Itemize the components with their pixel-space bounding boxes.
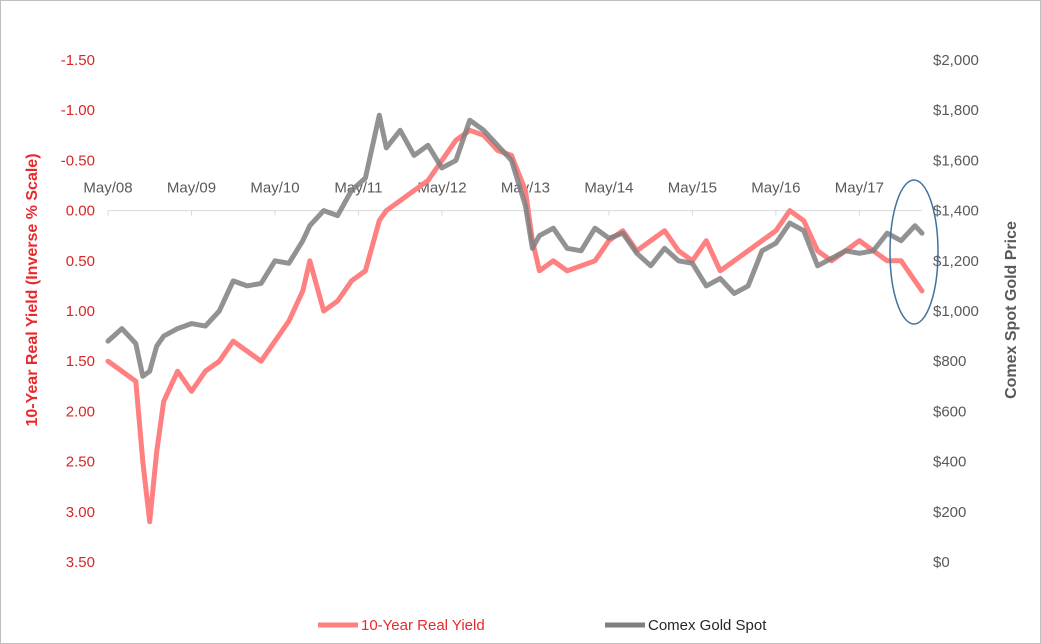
right-tick-label: $1,800 [933,102,979,119]
left-tick-label: 1.00 [66,303,95,320]
right-tick-label: $0 [933,554,950,571]
left-axis-title: 10-Year Real Yield (Inverse % Scale) [24,153,41,426]
left-tick-label: -1.00 [61,102,95,119]
left-tick-label: 2.50 [66,454,95,471]
right-tick-label: $200 [933,504,966,521]
x-tick-label: May/12 [417,180,466,197]
x-tick-label: May/17 [835,180,884,197]
right-axis-title: Comex Spot Gold Price [1003,221,1020,399]
series-layer [105,112,925,525]
left-tick-label: 1.50 [66,353,95,370]
left-tick-label: 3.00 [66,504,95,521]
series-line-gold [105,112,925,379]
x-tick-label: May/08 [83,180,132,197]
x-tick-label: May/09 [167,180,216,197]
left-tick-label: 2.00 [66,403,95,420]
right-tick-label: $1,000 [933,303,979,320]
right-tick-label: $800 [933,353,966,370]
right-axis-ticks: $2,000 $1,800 $1,600 $1,400 $1,200 $1,000 $800… [933,52,979,571]
x-tick-label: May/16 [751,180,800,197]
x-tick-label: May/11 [334,180,382,197]
right-tick-label: $1,600 [933,152,979,169]
right-tick-label: $2,000 [933,52,979,69]
left-tick-label: 0.00 [66,203,95,220]
legend-label-gold: Comex Gold Spot [648,617,767,634]
left-tick-label: 3.50 [66,554,95,571]
x-tick-label: May/14 [584,180,633,197]
legend: 10-Year Real Yield Comex Gold Spot [318,617,767,634]
x-axis: May/08 May/09 May/10 May/11 May/12 May/13 May/… [83,180,922,216]
legend-label-real-yield: 10-Year Real Yield [361,617,485,634]
right-tick-label: $1,200 [933,253,979,270]
right-tick-label: $600 [933,403,966,420]
right-tick-label: $400 [933,454,966,471]
x-tick-label: May/10 [250,180,299,197]
left-tick-label: -1.50 [61,52,95,69]
left-tick-label: 0.50 [66,253,95,270]
left-axis-ticks: -1.50 -1.00 -0.50 0.00 0.50 1.00 1.50 2.00 2.50 3… [61,52,95,571]
x-tick-label: May/15 [668,180,717,197]
highlight-ellipse [889,179,939,325]
right-tick-label: $1,400 [933,203,979,220]
left-tick-label: -0.50 [61,152,95,169]
